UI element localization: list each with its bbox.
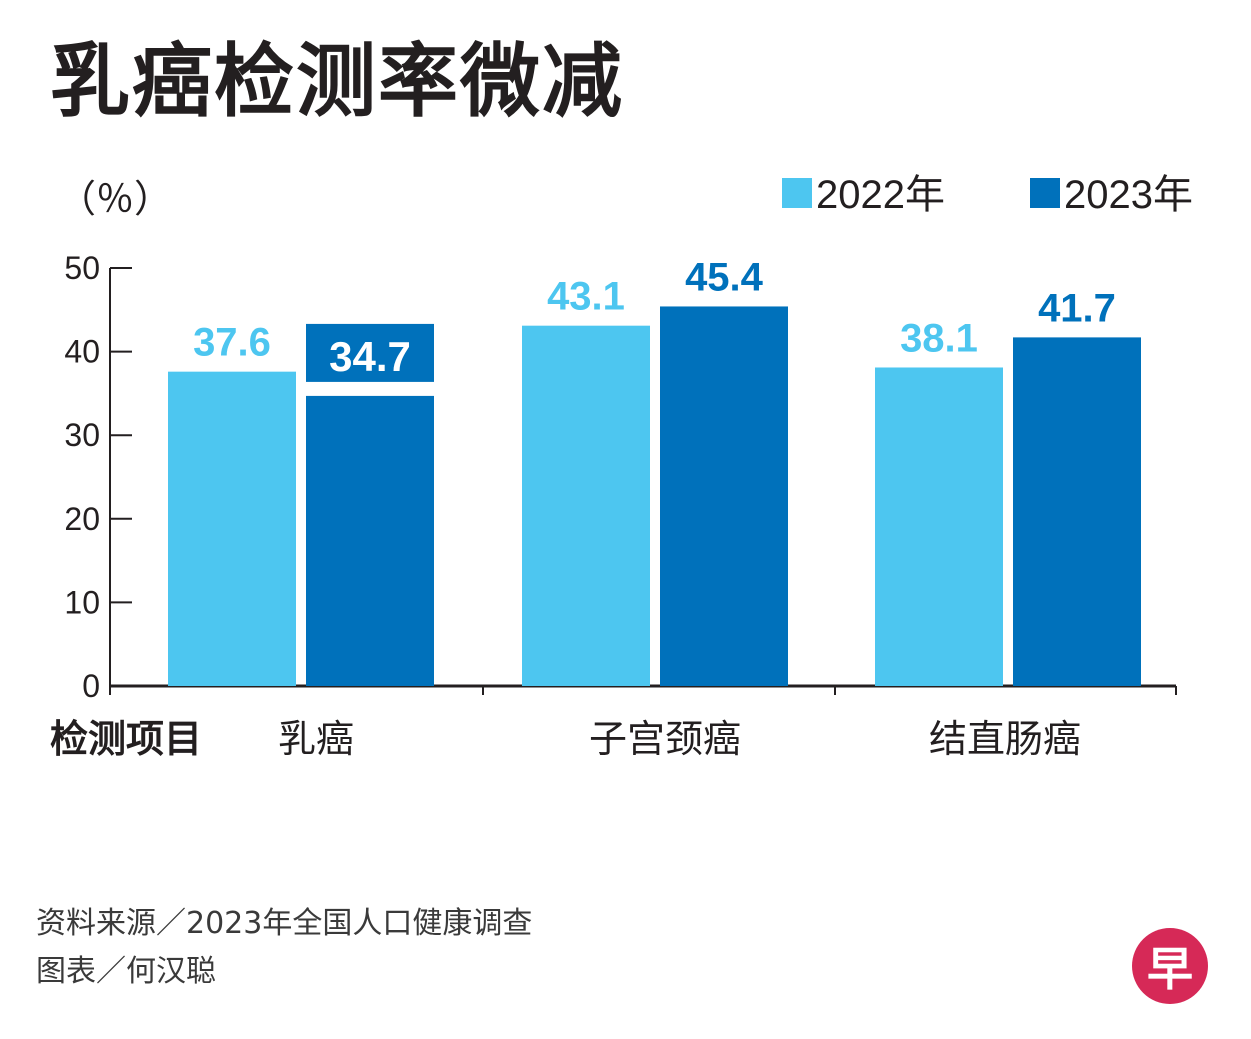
- data-label: 37.6: [193, 321, 271, 365]
- credit-note: 图表／何汉聪: [36, 954, 216, 989]
- bar-2022: [168, 371, 296, 686]
- data-label: 41.7: [1038, 286, 1116, 330]
- y-tick-label: 10: [64, 584, 100, 620]
- y-tick-label: 40: [64, 334, 100, 370]
- y-tick-label: 30: [64, 417, 100, 453]
- data-label: 38.1: [900, 316, 978, 360]
- x-category-label: 结直肠癌: [929, 719, 1081, 761]
- data-label: 43.1: [547, 275, 625, 319]
- chart-title: 乳癌检测率微减: [50, 35, 624, 128]
- legend-swatch: [782, 178, 812, 208]
- y-tick-label: 20: [64, 501, 100, 537]
- bar-2022: [875, 367, 1003, 686]
- legend-label: 2023年: [1064, 173, 1193, 217]
- y-tick-label: 50: [64, 250, 100, 286]
- x-category-label: 乳癌: [278, 719, 354, 761]
- bar-2023: [1013, 337, 1141, 686]
- x-axis-title: 检测项目: [50, 719, 202, 761]
- y-tick-label: 0: [82, 668, 100, 704]
- data-label: 45.4: [685, 255, 764, 299]
- logo-char: 早: [1147, 942, 1193, 996]
- bar-2022: [522, 325, 650, 686]
- data-label: 34.7: [329, 333, 411, 380]
- bar-2023: [660, 306, 788, 686]
- zaobao-logo: 早: [1132, 928, 1208, 1004]
- bar-2023: [306, 395, 434, 686]
- y-axis-unit: （％）: [58, 179, 172, 221]
- legend-label: 2022年: [816, 173, 945, 217]
- source-note: 资料来源／2023年全国人口健康调查: [36, 906, 533, 941]
- x-category-label: 子宫颈癌: [589, 719, 741, 761]
- legend-swatch: [1030, 178, 1060, 208]
- data-label-box: [306, 323, 434, 382]
